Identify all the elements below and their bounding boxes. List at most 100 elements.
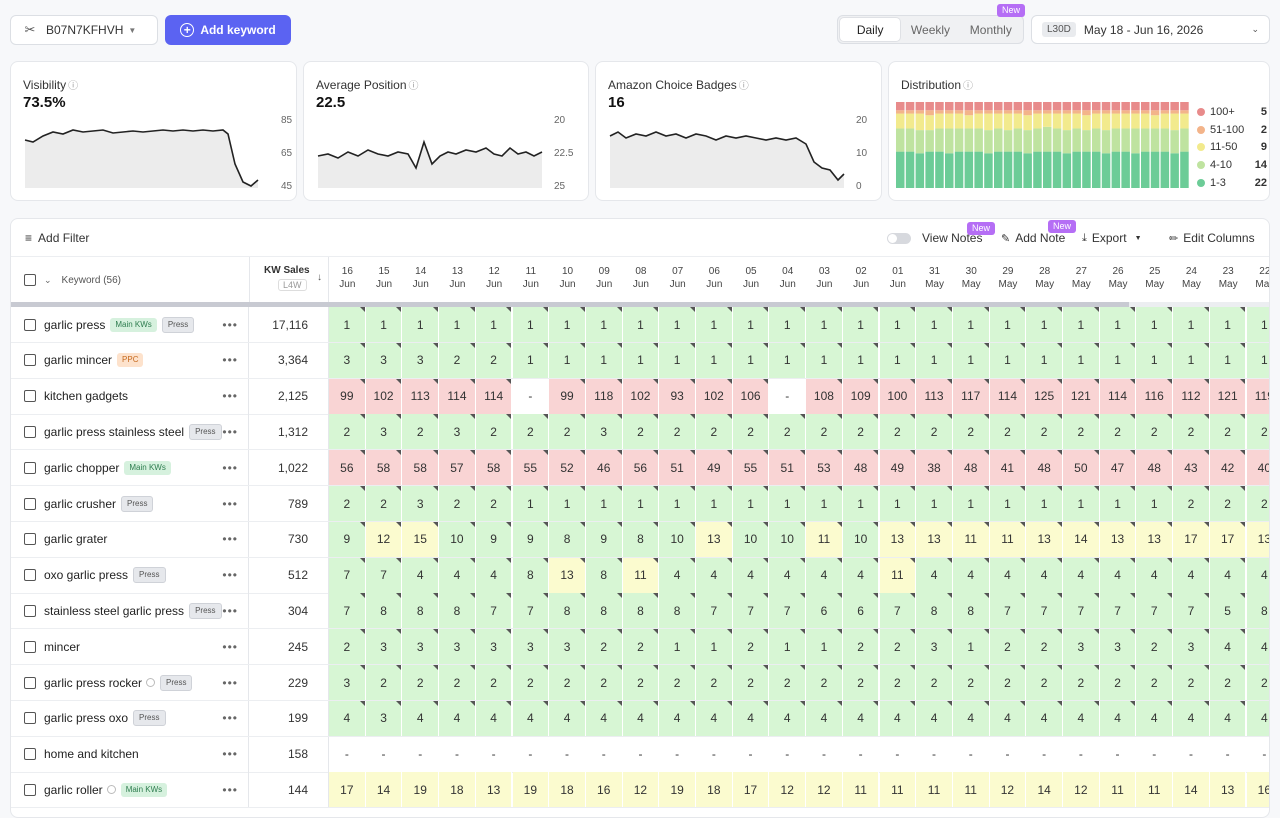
date-column-header[interactable]: 11 Jun <box>513 265 550 291</box>
rank-cell[interactable]: 4 <box>842 557 880 593</box>
rank-cell[interactable]: 12 <box>806 772 843 808</box>
rank-cell[interactable]: - <box>585 736 623 772</box>
rank-cell[interactable]: 2 <box>1136 665 1174 700</box>
rank-cell[interactable]: 8 <box>402 593 440 629</box>
rank-cell[interactable]: 2 <box>549 665 586 700</box>
keyword-column-header[interactable]: Keyword (56) <box>61 274 122 286</box>
keyword-text[interactable]: oxo garlic press <box>44 568 129 583</box>
rank-cell[interactable]: 4 <box>1063 557 1100 593</box>
rank-cell[interactable]: 2 <box>1173 665 1210 700</box>
kw-sales-header[interactable]: KW Sales L4W ↓ <box>249 257 329 302</box>
rank-cell[interactable]: 1 <box>732 486 770 521</box>
rank-cell[interactable]: 1 <box>952 307 990 342</box>
date-column-header[interactable]: 25 May <box>1136 265 1173 291</box>
rank-cell[interactable]: 1 <box>512 307 550 342</box>
rank-cell[interactable]: 4 <box>696 557 733 593</box>
rank-cell[interactable]: 13 <box>1246 521 1269 557</box>
rank-cell[interactable]: 7 <box>879 593 917 629</box>
rank-cell[interactable]: 4 <box>989 557 1027 593</box>
row-checkbox[interactable] <box>24 783 36 796</box>
rank-cell[interactable]: 1 <box>659 342 696 378</box>
rank-cell[interactable]: 3 <box>329 665 366 700</box>
rank-cell[interactable]: 1 <box>329 307 366 342</box>
rank-cell[interactable]: 2 <box>696 414 733 450</box>
rank-cell[interactable]: - <box>1026 736 1063 772</box>
rank-cell[interactable]: 4 <box>1209 557 1247 593</box>
rank-cell[interactable]: 4 <box>1136 700 1174 736</box>
rank-cell[interactable]: 3 <box>916 629 953 665</box>
rank-cell[interactable]: - <box>696 736 733 772</box>
rank-cell[interactable]: - <box>732 736 770 772</box>
rank-cell[interactable]: 1 <box>659 307 696 342</box>
rank-cell[interactable]: 1 <box>585 342 623 378</box>
row-checkbox[interactable] <box>24 604 36 617</box>
rank-cell[interactable]: 13 <box>879 521 917 557</box>
keyword-text[interactable]: mincer <box>44 639 81 654</box>
rank-cell[interactable]: 1 <box>475 307 513 342</box>
rank-cell[interactable]: 114 <box>439 378 476 414</box>
more-options-icon[interactable]: ••• <box>222 353 238 368</box>
rank-cell[interactable]: 52 <box>549 450 586 486</box>
rank-cell[interactable]: 1 <box>622 486 660 521</box>
rank-cell[interactable]: 4 <box>769 700 807 736</box>
date-column-header[interactable]: 13 Jun <box>439 265 476 291</box>
rank-cell[interactable]: 9 <box>585 521 623 557</box>
rank-cell[interactable]: - <box>879 736 917 772</box>
select-all-checkbox[interactable] <box>24 274 36 286</box>
keyword-text[interactable]: garlic press rocker <box>44 675 143 690</box>
date-column-header[interactable]: 06 Jun <box>696 265 733 291</box>
rank-cell[interactable]: 3 <box>549 629 586 665</box>
rank-cell[interactable]: 1 <box>622 307 660 342</box>
rank-cell[interactable]: 7 <box>1173 593 1210 629</box>
rank-cell[interactable]: 1 <box>696 342 733 378</box>
rank-cell[interactable]: - <box>1246 736 1269 772</box>
more-options-icon[interactable]: ••• <box>222 711 238 726</box>
rank-cell[interactable]: 41 <box>989 450 1027 486</box>
rank-cell[interactable]: 4 <box>1209 700 1247 736</box>
rank-cell[interactable]: 10 <box>842 521 880 557</box>
rank-cell[interactable]: 1 <box>696 307 733 342</box>
rank-cell[interactable]: 117 <box>952 378 990 414</box>
rank-cell[interactable]: 17 <box>329 772 366 808</box>
rank-cell[interactable]: 2 <box>879 629 917 665</box>
rank-cell[interactable]: 8 <box>1246 593 1269 629</box>
rank-cell[interactable]: 2 <box>989 414 1027 450</box>
rank-cell[interactable]: 14 <box>1063 521 1100 557</box>
rank-cell[interactable]: 2 <box>512 414 550 450</box>
rank-cell[interactable]: 4 <box>402 700 440 736</box>
rank-cell[interactable]: 2 <box>329 486 366 521</box>
scrollbar-thumb[interactable] <box>1129 302 1269 307</box>
rank-cell[interactable]: 55 <box>512 450 550 486</box>
rank-cell[interactable]: 10 <box>659 521 696 557</box>
period-monthly[interactable]: Monthly <box>969 22 1012 37</box>
rank-cell[interactable]: 11 <box>879 772 917 808</box>
more-options-icon[interactable]: ••• <box>222 675 238 690</box>
rank-cell[interactable]: 1 <box>1099 307 1137 342</box>
rank-cell[interactable]: 4 <box>916 557 953 593</box>
rank-cell[interactable]: 3 <box>475 629 513 665</box>
rank-cell[interactable]: 1 <box>989 342 1027 378</box>
rank-cell[interactable]: 10 <box>769 521 807 557</box>
rank-cell[interactable]: 2 <box>1063 665 1100 700</box>
rank-cell[interactable]: 1 <box>1209 342 1247 378</box>
rank-cell[interactable]: 1 <box>696 486 733 521</box>
horizontal-scrollbar[interactable] <box>11 302 1269 307</box>
row-checkbox[interactable] <box>24 748 36 761</box>
rank-cell[interactable]: 3 <box>365 629 403 665</box>
rank-cell[interactable]: 93 <box>659 378 696 414</box>
rank-cell[interactable]: 2 <box>879 665 917 700</box>
rank-cell[interactable]: 38 <box>916 450 953 486</box>
rank-cell[interactable]: 4 <box>696 700 733 736</box>
rank-cell[interactable]: 7 <box>365 557 403 593</box>
rank-cell[interactable]: 4 <box>1026 700 1063 736</box>
rank-cell[interactable]: 8 <box>622 521 660 557</box>
rank-cell[interactable]: 48 <box>952 450 990 486</box>
rank-cell[interactable]: 1 <box>806 342 843 378</box>
more-options-icon[interactable]: ••• <box>222 424 238 439</box>
date-column-header[interactable]: 31 May <box>916 265 953 291</box>
date-column-header[interactable]: 03 Jun <box>806 265 843 291</box>
rank-cell[interactable]: 2 <box>585 629 623 665</box>
rank-cell[interactable]: 10 <box>439 521 476 557</box>
rank-cell[interactable]: 1 <box>769 486 807 521</box>
date-column-header[interactable]: 12 Jun <box>476 265 513 291</box>
